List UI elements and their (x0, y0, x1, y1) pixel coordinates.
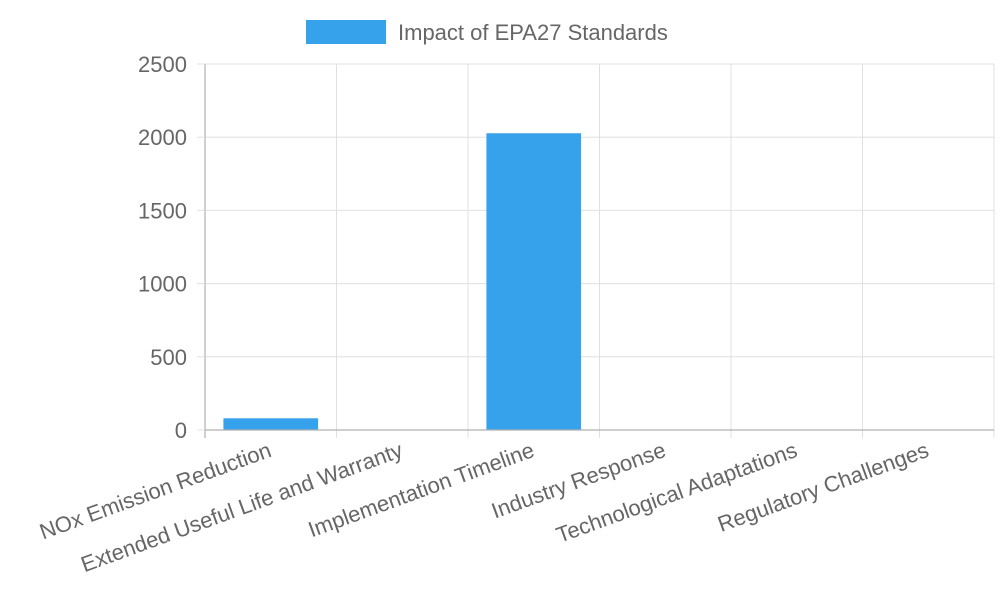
gridlines (204, 63, 995, 438)
bar[interactable] (223, 418, 319, 430)
bars (223, 133, 582, 430)
y-axis-ticks: 0 500 1000 1500 2000 2500 (138, 52, 205, 443)
x-tick-label: Technological Adaptations (553, 437, 801, 548)
y-tick-label: 1000 (138, 272, 187, 297)
x-tick-label: Implementation Timeline (305, 437, 538, 542)
legend-swatch[interactable] (306, 20, 386, 44)
legend[interactable]: Impact of EPA27 Standards (306, 20, 668, 45)
y-tick-label: 2000 (138, 125, 187, 150)
axes (204, 64, 994, 438)
y-tick-label: 0 (175, 418, 187, 443)
y-tick-label: 2500 (138, 52, 187, 77)
bar[interactable] (486, 133, 582, 430)
legend-label[interactable]: Impact of EPA27 Standards (398, 20, 668, 45)
y-tick-label: 1500 (138, 198, 187, 223)
y-tick-label: 500 (150, 345, 187, 370)
x-tick-label: Regulatory Challenges (714, 437, 932, 537)
